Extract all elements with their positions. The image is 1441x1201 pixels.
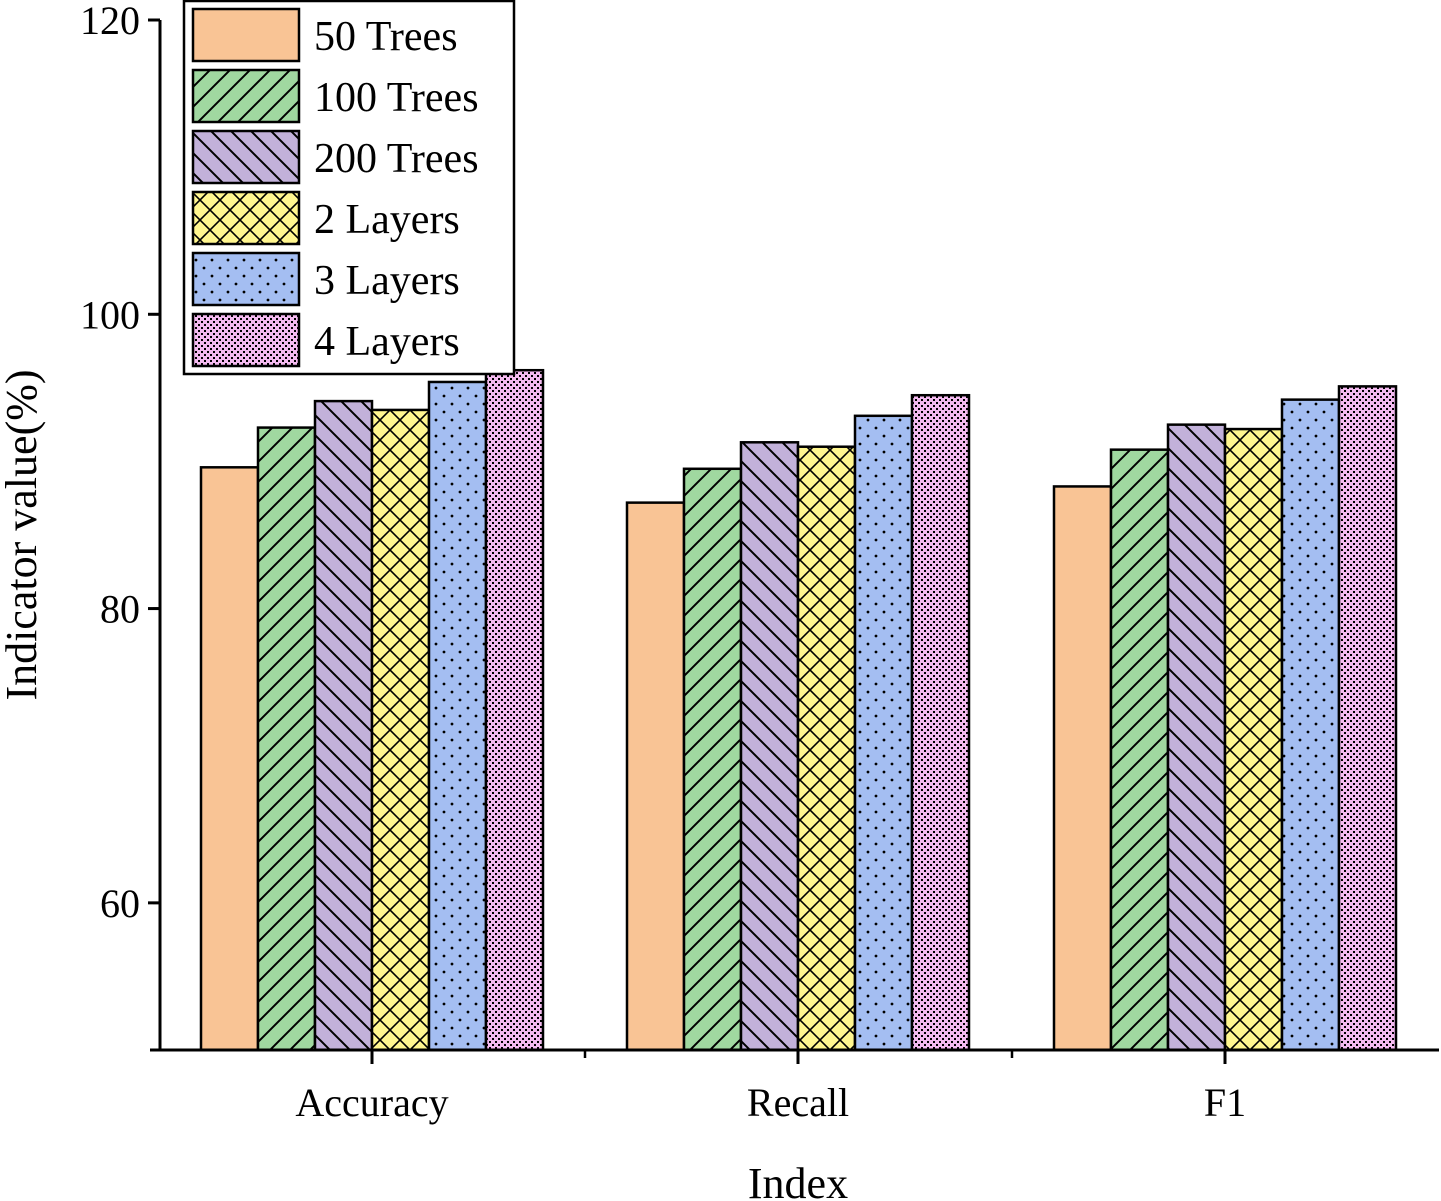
bar xyxy=(427,380,488,1052)
bar xyxy=(1166,423,1227,1052)
x-axis-title: Index xyxy=(748,1159,848,1201)
y-axis-title: Indicator value(%) xyxy=(0,369,46,700)
legend-item: 2 Layers xyxy=(191,190,460,246)
legend-label: 200 Trees xyxy=(314,136,479,182)
plot-area xyxy=(199,368,1398,1052)
y-tick-label: 100 xyxy=(80,292,140,337)
bar xyxy=(625,501,686,1052)
bar xyxy=(1337,385,1398,1052)
bar xyxy=(313,399,374,1052)
x-tick-label: F1 xyxy=(1204,1080,1246,1125)
bar xyxy=(370,408,431,1052)
legend-item: 3 Layers xyxy=(191,251,460,307)
bar xyxy=(682,467,743,1052)
bar xyxy=(484,368,545,1052)
legend-item: 200 Trees xyxy=(191,129,479,185)
legend-box xyxy=(182,0,516,376)
legend-label: 3 Layers xyxy=(314,258,460,304)
legend-swatch xyxy=(193,9,299,61)
bar xyxy=(1109,448,1170,1052)
bar xyxy=(853,414,914,1052)
legend-label: 2 Layers xyxy=(314,197,460,243)
bar xyxy=(256,426,317,1052)
legend-label: 4 Layers xyxy=(314,319,460,365)
x-tick-label: Recall xyxy=(747,1080,849,1125)
bar xyxy=(910,393,971,1052)
bar xyxy=(199,466,260,1052)
bar xyxy=(1280,398,1341,1052)
legend-item: 100 Trees xyxy=(191,68,479,124)
legend-label: 50 Trees xyxy=(314,14,458,60)
bar xyxy=(739,441,800,1052)
bar xyxy=(1052,485,1113,1052)
axes: 60 80 100 120 Accuracy Recall F1 xyxy=(80,0,1439,1125)
legend-item: 4 Layers xyxy=(191,312,460,368)
bar xyxy=(1223,427,1284,1052)
y-tick-label: 60 xyxy=(100,881,140,926)
bar xyxy=(796,445,857,1052)
x-tick-label: Accuracy xyxy=(295,1080,448,1125)
legend: 50 Trees 100 Trees 200 Trees 2 Layers 3 Laye… xyxy=(182,0,516,376)
legend-item: 50 Trees xyxy=(191,7,458,63)
y-tick-label: 120 xyxy=(80,0,140,43)
y-tick-label: 80 xyxy=(100,587,140,632)
legend-label: 100 Trees xyxy=(314,75,479,121)
